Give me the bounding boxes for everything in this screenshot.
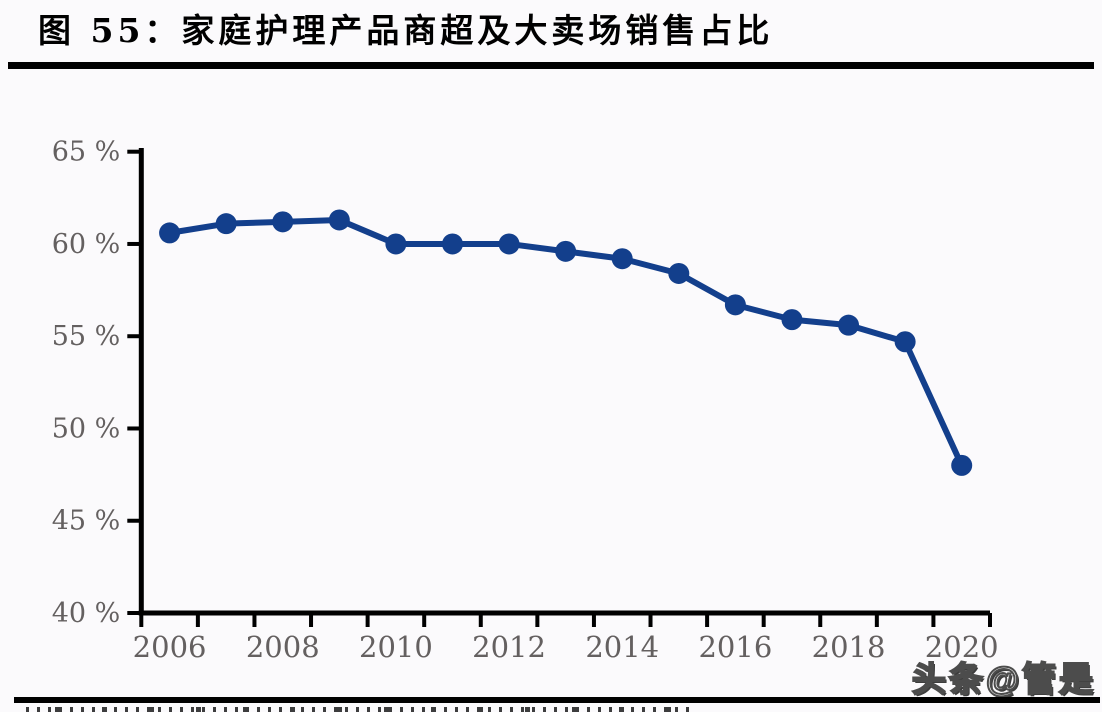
data-point [328,209,350,231]
figure-title: 图 55：家庭护理产品商超及大卖场销售占比 [38,11,774,50]
y-tick-label: 45 % [52,506,121,537]
x-tick-label: 2006 [133,630,207,664]
y-tick-label: 65 % [52,137,121,168]
y-tick-label: 55 % [52,321,121,352]
cropped-text-fragment [26,707,694,712]
data-point [668,262,690,284]
data-point [951,454,973,476]
title-divider [8,62,1094,69]
data-point [272,211,294,233]
data-point [894,331,916,353]
x-tick-label: 2010 [359,630,433,664]
data-point [724,294,746,316]
x-tick-label: 2018 [812,630,886,664]
x-tick-label: 2014 [585,630,659,664]
x-tick-label: 2008 [246,630,320,664]
data-point [498,233,520,255]
y-tick-label: 40 % [52,598,121,629]
x-tick-label: 2020 [925,630,999,664]
data-point [555,240,577,262]
watermark: 头条@管是 [911,660,1096,700]
data-point [781,309,803,331]
data-point [838,314,860,336]
data-point [385,233,407,255]
data-point [441,233,463,255]
y-tick-label: 60 % [52,229,121,260]
x-tick-label: 2016 [698,630,772,664]
bottom-divider [14,697,1100,703]
data-point [159,222,181,244]
data-point [215,213,237,235]
y-tick-label: 50 % [52,413,121,444]
data-point [611,248,633,270]
x-tick-label: 2012 [472,630,546,664]
